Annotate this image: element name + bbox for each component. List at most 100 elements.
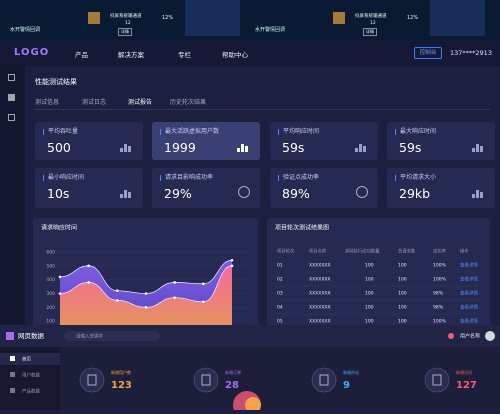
metric-label: 平均响应时间 <box>278 129 319 135</box>
table-header: 项目名称 <box>309 248 327 255</box>
metric-value: 89% <box>282 186 310 201</box>
point <box>202 300 205 304</box>
table-cell: 100 <box>365 277 374 283</box>
y-tick-label: 100 <box>46 319 55 325</box>
console-button[interactable]: 控制台 <box>414 47 442 59</box>
menu-item[interactable]: 产品数据 <box>22 388 40 395</box>
table: 项目轮次测试结果图 项目轮次 项目名称 并网执行成功数量 总请求数 成功率 操作 01 XXX… <box>275 224 482 329</box>
search-placeholder[interactable]: 请输入关键字 <box>76 333 103 340</box>
table-header: 操作 <box>460 248 469 255</box>
stat-label: 新增订单 <box>225 369 241 375</box>
card-icon-ring <box>193 367 219 393</box>
table-cell: 100 <box>365 305 374 311</box>
card-icon <box>432 374 442 386</box>
y-tick-label: 400 <box>46 277 55 283</box>
stat-value: 123 <box>111 380 132 391</box>
nav-link[interactable]: 专栏 <box>178 51 191 59</box>
table-cell: 100 <box>398 263 407 269</box>
table-panel: 项目轮次测试结果图 项目轮次 项目名称 并网执行成功数量 总请求数 成功率 操作 01 XXX… <box>267 218 490 335</box>
tab[interactable]: 测试日志 <box>82 99 107 106</box>
detail-link[interactable]: 查看详情 <box>460 262 478 269</box>
metric-card: 验证点成功率 89% <box>270 168 378 208</box>
nav-link[interactable]: 解决方案 <box>118 51 144 59</box>
card-icon <box>201 374 211 386</box>
point <box>144 306 148 309</box>
bar-icon <box>359 144 362 152</box>
alert-title: 水开警情回调 <box>255 27 286 33</box>
bar-icon <box>237 148 240 152</box>
nav-bar: LOGO 控制台 137****2913 产品 解决方案 专栏 帮助中心 <box>0 40 500 66</box>
table-cell: 100% <box>433 319 447 325</box>
table-cell: 05 <box>277 319 283 325</box>
bar-icon <box>363 146 366 152</box>
bar-icon <box>124 190 127 198</box>
icon[interactable] <box>8 94 15 101</box>
table-cell: XXXXXXX <box>309 277 331 283</box>
table-cell: 100 <box>365 291 374 297</box>
bar-icon <box>241 144 244 152</box>
table-cell: 100 <box>398 319 407 325</box>
metric-label: 请求目影响成功率 <box>160 175 213 181</box>
chart-title: 请求响应时间 <box>41 224 77 232</box>
top-strip: 水开警情回调 抖屏系统输通道 12 12% 详情 水开警情回调 抖屏系统输通道 12 12% 详情 <box>0 0 500 40</box>
item-name: 抖屏系统输通道 <box>355 14 387 19</box>
point <box>87 264 90 268</box>
metric-label: 最大响应时间 <box>395 129 436 135</box>
item-count: 12 <box>125 21 131 26</box>
point <box>116 289 119 293</box>
bar-icon <box>245 146 248 152</box>
gauge-icon <box>238 186 250 198</box>
nav-link[interactable]: 产品 <box>75 51 88 59</box>
metric-label: 最大活跃虚拟用户数 <box>160 129 219 135</box>
table-cell: XXXXXXX <box>309 263 331 269</box>
item-name: 抖屏系统输通道 <box>110 14 142 19</box>
menu-icon <box>10 388 15 393</box>
menu-icon <box>10 372 15 377</box>
metric-value: 59s <box>282 140 305 155</box>
point <box>202 282 205 286</box>
alert-title: 水开警情回调 <box>10 27 41 33</box>
overlay-logo: 网页数据 <box>18 331 45 340</box>
detail-link[interactable]: 查看详情 <box>460 276 478 283</box>
table-cell: 100 <box>398 277 407 283</box>
detail-button[interactable]: 详情 <box>118 28 132 36</box>
detail-link[interactable]: 查看详情 <box>460 318 478 325</box>
area <box>60 265 232 335</box>
tab[interactable]: 历史轮次结果 <box>170 99 207 106</box>
point <box>144 292 148 295</box>
icon[interactable] <box>8 74 15 81</box>
bar-icon <box>480 192 483 198</box>
metric-label: 最小响应时间 <box>43 175 84 181</box>
table-cell: 98% <box>433 305 444 311</box>
bar-icon <box>476 190 479 198</box>
logo[interactable]: LOGO <box>14 47 50 58</box>
bar-icon <box>128 146 131 152</box>
menu-item[interactable]: 用户数据 <box>22 372 40 379</box>
overlay-user[interactable]: 用户名称 <box>460 333 480 340</box>
stat-value: 9 <box>343 380 350 391</box>
metric-label: 验证点成功率 <box>278 175 319 181</box>
detail-link[interactable]: 查看详情 <box>460 290 478 297</box>
table-cell: 03 <box>277 291 283 297</box>
table-header: 总请求数 <box>398 248 416 255</box>
menu-item[interactable]: 首页 <box>22 356 31 363</box>
table-cell: 100% <box>433 277 447 283</box>
tab[interactable]: 测试信息 <box>35 99 60 106</box>
bar-icon <box>480 146 483 152</box>
table-header: 并网执行成功数量 <box>345 248 380 255</box>
user-phone[interactable]: 137****2913 <box>450 49 492 57</box>
point <box>116 299 119 302</box>
metric-value: 500 <box>47 140 71 155</box>
nav-link[interactable]: 帮助中心 <box>222 51 248 59</box>
menu-icon <box>10 356 15 361</box>
detail-link[interactable]: 查看详情 <box>460 304 478 311</box>
icon[interactable] <box>8 114 15 121</box>
search-box[interactable] <box>64 331 160 341</box>
stat-label: 新增用户数 <box>111 369 131 375</box>
y-tick-label: 500 <box>46 263 55 269</box>
metric-card: 平均请求大小 29kb <box>387 168 495 208</box>
point <box>87 281 90 284</box>
detail-button[interactable]: 详情 <box>363 28 377 36</box>
point <box>230 259 234 262</box>
